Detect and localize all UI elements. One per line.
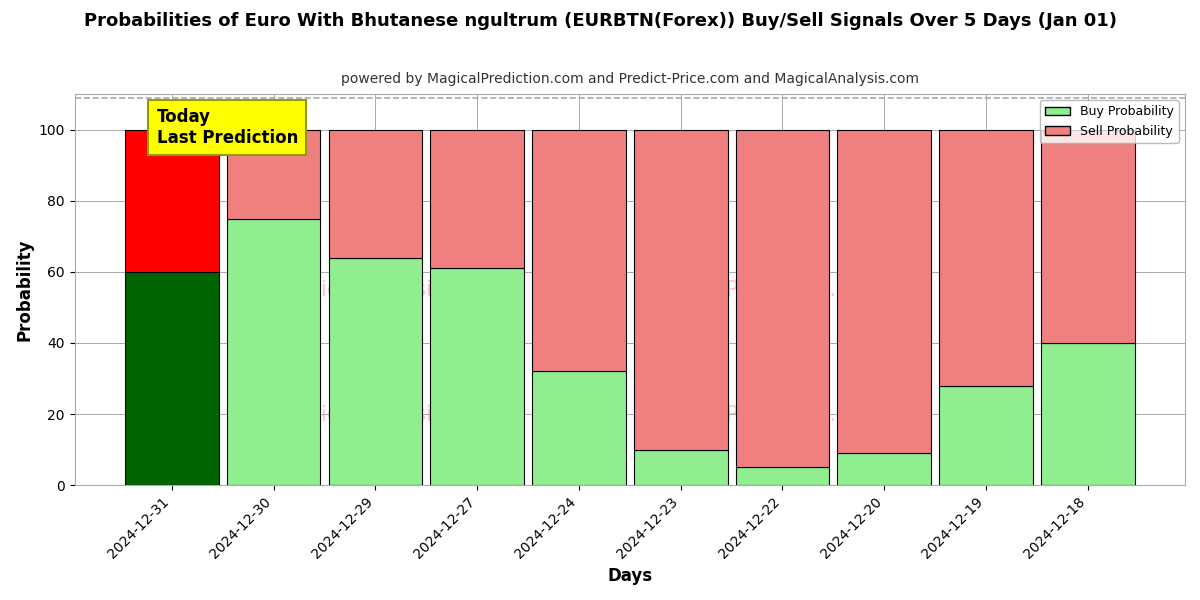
Bar (125, 272, 218, 485)
Bar (736, 467, 829, 485)
Bar (1040, 130, 1134, 343)
Bar (532, 371, 625, 485)
Bar (532, 130, 625, 371)
Bar (838, 130, 931, 453)
Bar (736, 130, 829, 467)
Legend: Buy Probability, Sell Probability: Buy Probability, Sell Probability (1040, 100, 1178, 143)
Bar (838, 453, 931, 485)
Bar (227, 130, 320, 218)
Text: Probabilities of Euro With Bhutanese ngultrum (EURBTN(Forex)) Buy/Sell Signals O: Probabilities of Euro With Bhutanese ngu… (84, 12, 1116, 30)
Text: MagicalAnalysis.com: MagicalAnalysis.com (277, 280, 494, 299)
Text: MagicalPrediction.com: MagicalPrediction.com (646, 405, 881, 425)
Bar (227, 218, 320, 485)
Bar (1040, 343, 1134, 485)
Text: Today
Last Prediction: Today Last Prediction (157, 109, 298, 147)
Bar (431, 130, 524, 268)
Bar (329, 130, 422, 257)
Text: MagicalAnalysis.com: MagicalAnalysis.com (277, 405, 494, 425)
Text: MagicalPrediction.com: MagicalPrediction.com (646, 280, 881, 299)
Bar (125, 130, 218, 272)
Y-axis label: Probability: Probability (16, 238, 34, 341)
Bar (940, 130, 1033, 386)
X-axis label: Days: Days (607, 567, 653, 585)
Title: powered by MagicalPrediction.com and Predict-Price.com and MagicalAnalysis.com: powered by MagicalPrediction.com and Pre… (341, 72, 919, 86)
Bar (431, 268, 524, 485)
Bar (940, 386, 1033, 485)
Bar (634, 449, 727, 485)
Bar (634, 130, 727, 449)
Bar (329, 257, 422, 485)
